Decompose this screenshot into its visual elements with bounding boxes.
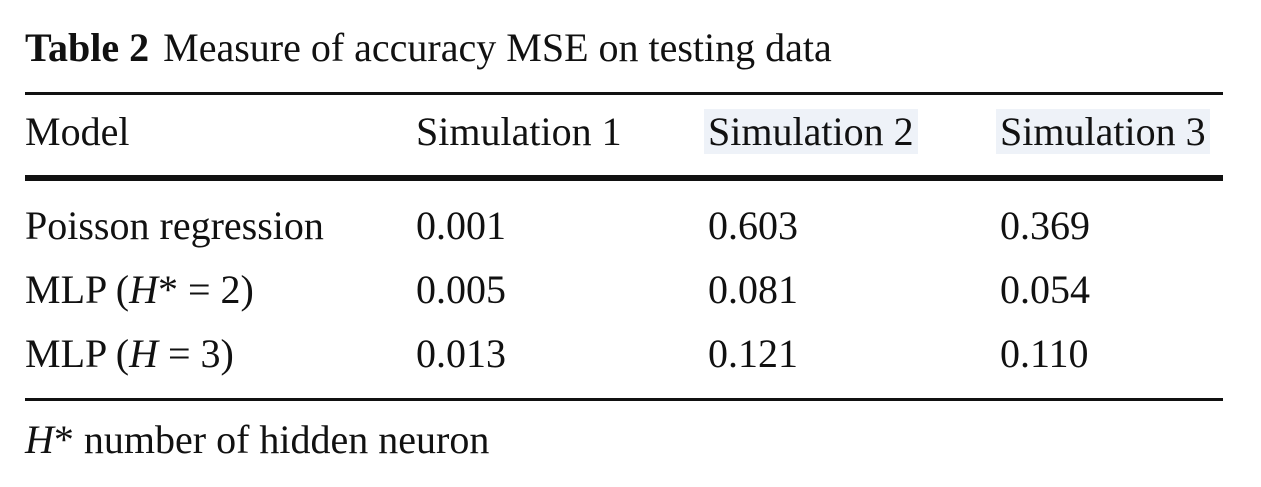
- top-rule: [25, 92, 1223, 95]
- table-label: Table 2: [25, 25, 150, 70]
- table-cell: 0.054: [1000, 267, 1090, 312]
- table-cell: 0.001: [416, 203, 506, 248]
- table-cell: 0.110: [1000, 331, 1089, 376]
- header-simulation-1: Simulation 1: [416, 109, 622, 154]
- table-caption: Table 2 Measure of accuracy MSE on testin…: [25, 22, 832, 74]
- header-rule: [25, 175, 1223, 181]
- table-cell: 0.369: [1000, 203, 1090, 248]
- table-footnote: H* number of hidden neuron: [25, 417, 490, 462]
- bottom-rule: [25, 398, 1223, 401]
- table-cell: 0.121: [708, 331, 798, 376]
- table-cell: 0.005: [416, 267, 506, 312]
- header-simulation-3: Simulation 3: [996, 108, 1210, 156]
- table-cell: 0.603: [708, 203, 798, 248]
- table-row-model: MLP (H = 3): [25, 331, 234, 376]
- table-row-model: Poisson regression: [25, 203, 324, 248]
- header-simulation-2: Simulation 2: [704, 108, 918, 156]
- table-title: Measure of accuracy MSE on testing data: [163, 25, 832, 70]
- table-row-model: MLP (H* = 2): [25, 267, 254, 312]
- table-cell: 0.013: [416, 331, 506, 376]
- header-model: Model: [25, 109, 130, 154]
- table-cell: 0.081: [708, 267, 798, 312]
